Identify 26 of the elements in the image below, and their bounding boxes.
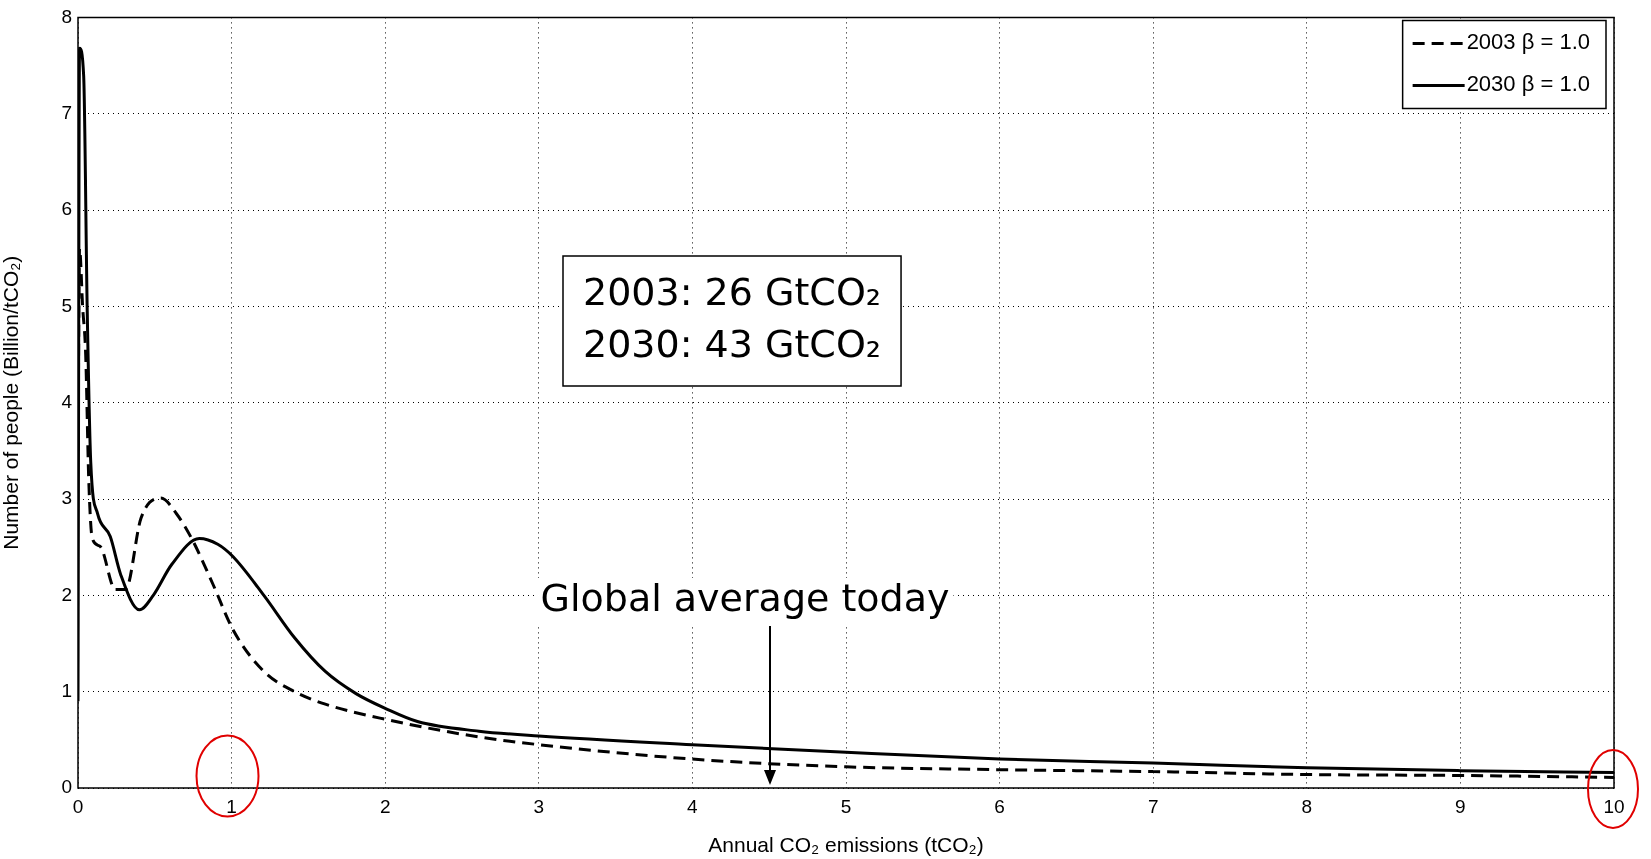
y-tick-label: 2 [61,583,72,605]
x-tick-label: 10 [1603,795,1625,817]
y-tick-label: 0 [61,776,72,798]
legend-label: 2030 β = 1.0 [1466,71,1591,97]
y-tick-label: 8 [61,5,72,27]
x-tick-label: 8 [1301,795,1313,817]
annotation: 2003: 26 GtCO₂ [583,269,882,314]
x-tick-label: 4 [687,795,699,817]
x-tick-label: 1 [226,795,237,817]
x-tick-label: 9 [1455,795,1466,817]
y-tick-label: 3 [61,487,72,509]
y-tick-label: 5 [61,294,72,316]
legend-label: 2003 β = 1.0 [1466,29,1591,55]
y-axis-title: Number of people (Billion/tCO₂) [0,255,23,550]
y-tick-label: 1 [61,679,72,701]
x-tick-label: 3 [533,795,545,817]
x-tick-label: 6 [994,795,1005,817]
annotation: 2030: 43 GtCO₂ [583,321,882,366]
y-tick-label: 7 [61,101,72,123]
x-tick-label: 2 [379,795,391,817]
x-tick-label: 7 [1147,795,1159,817]
y-tick-label: 4 [61,390,73,412]
x-tick-label: 5 [840,795,852,817]
annotation: Global average today [540,575,950,620]
y-tick-label: 6 [61,198,72,220]
x-axis-title: Annual CO₂ emissions (tCO₂) [708,833,984,857]
